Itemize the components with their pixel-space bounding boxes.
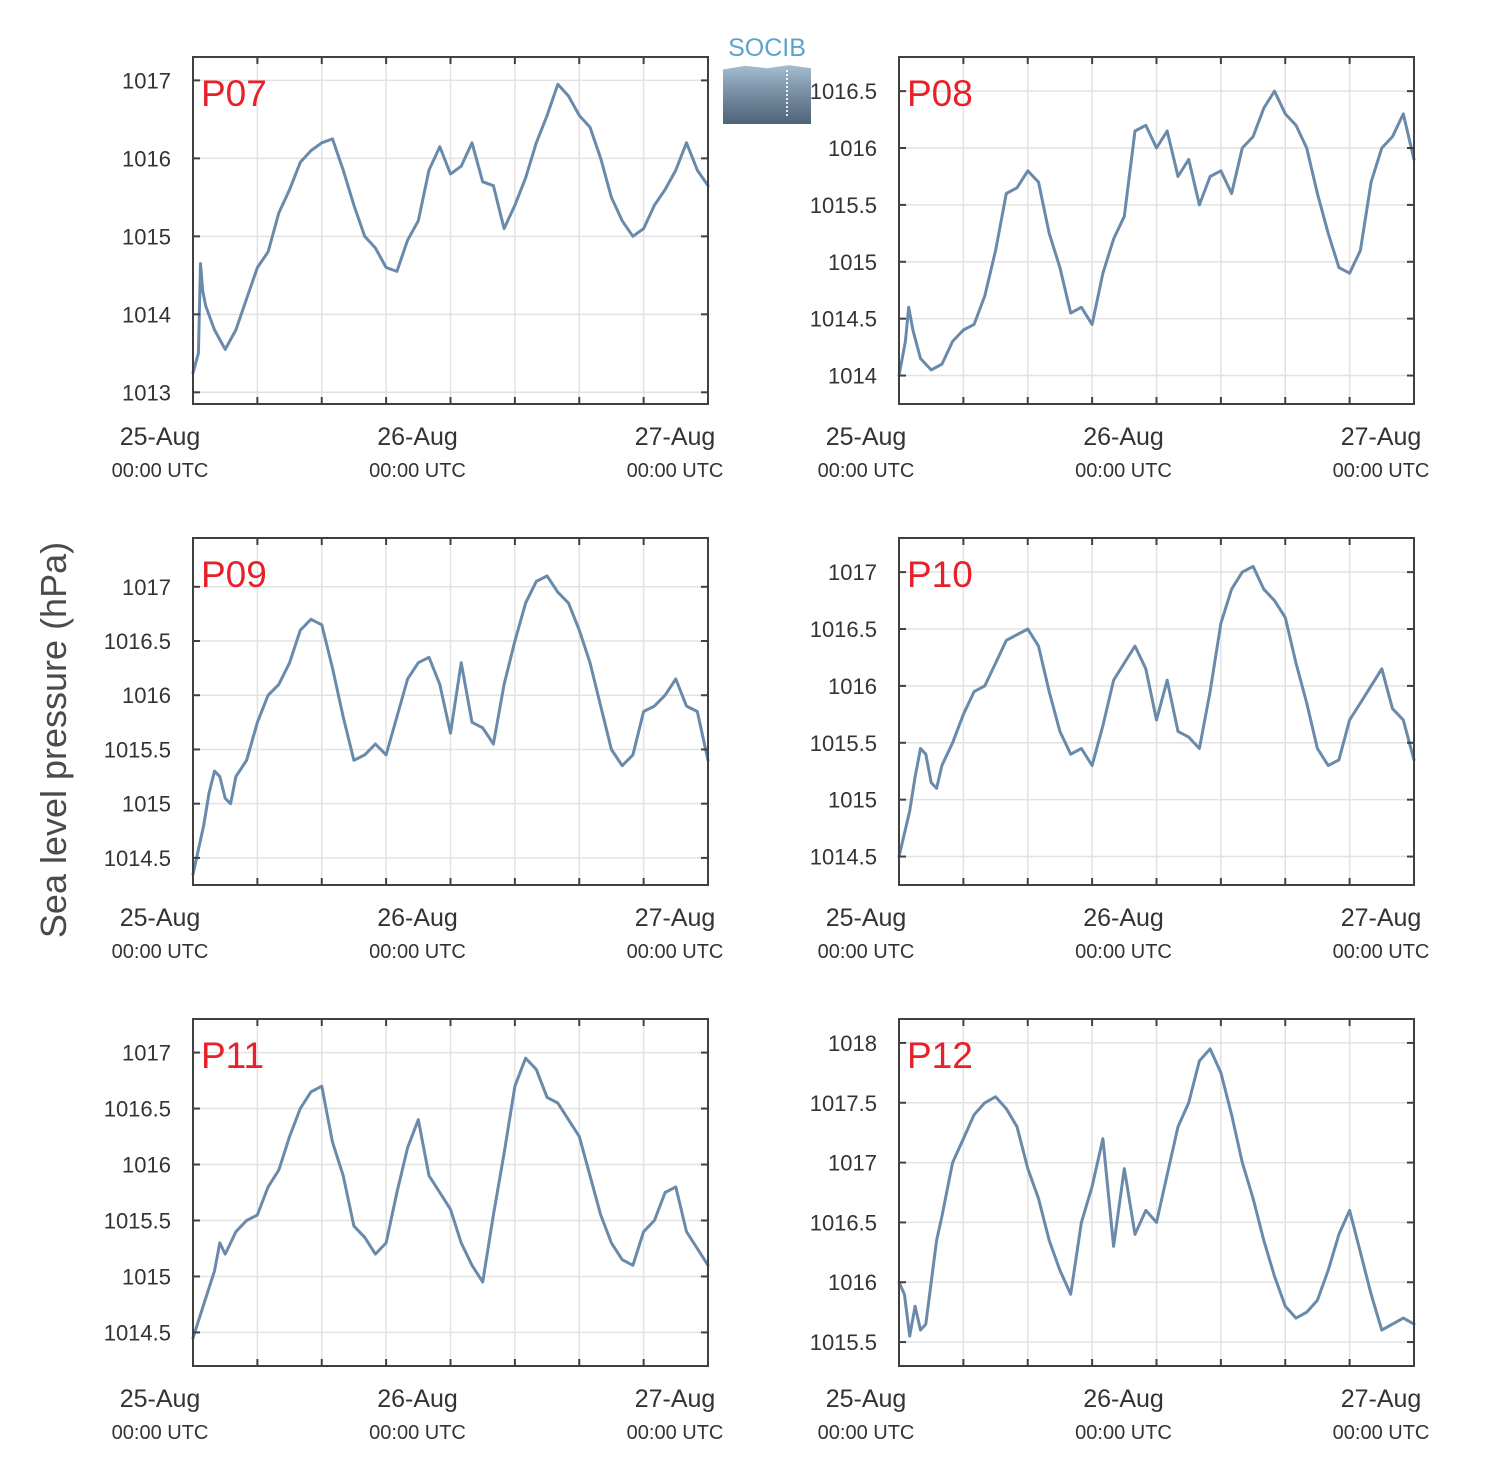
x-tick-time-label: 00:00 UTC [627, 941, 724, 963]
y-tick-label: 1016 [828, 136, 877, 161]
x-tick-date-label: 25-Aug [120, 423, 201, 451]
x-tick-date-label: 25-Aug [120, 1385, 201, 1413]
y-tick-label: 1014.5 [810, 307, 877, 332]
x-tick-date-label: 25-Aug [826, 423, 907, 451]
x-tick-date-label: 27-Aug [1341, 1385, 1422, 1413]
chart-panel-p08: 1014 1014.5 1015 1015.5 1016 1016.5 25-Aug 00:0… [810, 56, 1430, 482]
x-tick-date-label: 25-Aug [826, 1385, 907, 1413]
y-tick-label: 1015.5 [810, 193, 877, 218]
y-tick-label: 1016 [828, 1270, 877, 1295]
series-line-p07 [191, 82, 710, 375]
y-tick-label: 1017 [828, 1151, 877, 1176]
x-tick-time-label: 00:00 UTC [112, 1422, 209, 1444]
y-tick-label: 1015 [122, 1264, 171, 1289]
x-tick-date-label: 26-Aug [1083, 904, 1164, 932]
chart-panel-p12: 1015.5 1016 1016.5 1017 1017.5 1018 25-Aug 00:0… [810, 1018, 1430, 1444]
y-tick-label: 1017 [122, 575, 171, 600]
y-tick-label: 1016.5 [810, 79, 877, 104]
x-tick-time-label: 00:00 UTC [818, 941, 915, 963]
x-tick-date-label: 26-Aug [1083, 1385, 1164, 1413]
y-tick-label: 1015 [122, 792, 171, 817]
y-tick-label: 1016 [122, 683, 171, 708]
y-tick-label: 1017 [828, 560, 877, 585]
y-tick-label: 1018 [828, 1031, 877, 1056]
chart-panel-p10: 1014.5 1015 1015.5 1016 1016.5 1017 25-Aug 00:0… [810, 537, 1430, 963]
x-tick-time-label: 00:00 UTC [1075, 460, 1172, 482]
x-tick-time-label: 00:00 UTC [627, 460, 724, 482]
station-label: P09 [201, 554, 267, 595]
station-label: P08 [907, 73, 973, 114]
x-tick-date-label: 26-Aug [377, 423, 458, 451]
y-tick-label: 1014.5 [104, 846, 171, 871]
series-line-p11 [191, 1056, 710, 1340]
y-tick-label: 1016.5 [104, 629, 171, 654]
x-tick-date-label: 26-Aug [377, 904, 458, 932]
x-tick-time-label: 00:00 UTC [1075, 1422, 1172, 1444]
y-tick-label: 1015.5 [810, 731, 877, 756]
y-tick-label: 1016 [828, 674, 877, 699]
x-tick-time-label: 00:00 UTC [818, 1422, 915, 1444]
x-tick-time-label: 00:00 UTC [369, 941, 466, 963]
y-tick-label: 1015.5 [104, 1208, 171, 1233]
y-tick-label: 1014 [828, 364, 877, 389]
y-tick-label: 1016.5 [810, 1210, 877, 1235]
station-label: P10 [907, 554, 973, 595]
chart-panel-p11: 1014.5 1015 1015.5 1016 1016.5 1017 25-Aug 00:0… [104, 1018, 724, 1444]
y-tick-label: 1016 [122, 146, 171, 171]
y-tick-label: 1015 [828, 250, 877, 275]
x-tick-time-label: 00:00 UTC [1075, 941, 1172, 963]
y-tick-label: 1017.5 [810, 1091, 877, 1116]
station-label: P11 [201, 1035, 264, 1076]
y-tick-label: 1015.5 [104, 737, 171, 762]
x-tick-date-label: 27-Aug [1341, 904, 1422, 932]
station-label: P12 [907, 1035, 973, 1076]
logo-ruler-marks [786, 70, 790, 116]
x-tick-date-label: 25-Aug [120, 904, 201, 932]
x-tick-date-label: 27-Aug [635, 423, 716, 451]
x-tick-time-label: 00:00 UTC [1333, 941, 1430, 963]
y-tick-label: 1014.5 [104, 1320, 171, 1345]
logo-wave-graphic [723, 65, 811, 124]
x-tick-time-label: 00:00 UTC [112, 941, 209, 963]
y-tick-label: 1014 [122, 302, 171, 327]
series-line-p08 [897, 89, 1416, 378]
x-tick-date-label: 27-Aug [1341, 423, 1422, 451]
y-tick-label: 1017 [122, 68, 171, 93]
station-label: P07 [201, 73, 267, 114]
x-tick-time-label: 00:00 UTC [1333, 1422, 1430, 1444]
x-tick-date-label: 27-Aug [635, 1385, 716, 1413]
x-tick-date-label: 26-Aug [377, 1385, 458, 1413]
logo-text: SOCIB [728, 34, 806, 62]
y-tick-label: 1016.5 [104, 1097, 171, 1122]
chart-panel-p09: 1014.5 1015 1015.5 1016 1016.5 1017 25-Aug 00:0… [104, 537, 724, 963]
x-tick-time-label: 00:00 UTC [112, 460, 209, 482]
socib-logo: SOCIB [720, 34, 814, 126]
x-tick-time-label: 00:00 UTC [369, 1422, 466, 1444]
chart-panel-p07: 1013 1014 1015 1016 1017 25-Aug 00:00 UTC 26-Au… [112, 56, 724, 482]
y-tick-label: 1017 [122, 1041, 171, 1066]
y-tick-label: 1015.5 [810, 1330, 877, 1355]
y-axis-label: Sea level pressure (hPa) [33, 542, 74, 938]
x-tick-date-label: 27-Aug [635, 904, 716, 932]
x-tick-time-label: 00:00 UTC [1333, 460, 1430, 482]
y-tick-label: 1016 [122, 1153, 171, 1178]
x-tick-date-label: 25-Aug [826, 904, 907, 932]
y-tick-label: 1013 [122, 380, 171, 405]
x-tick-time-label: 00:00 UTC [818, 460, 915, 482]
series-line-p10 [897, 564, 1416, 859]
series-line-p09 [191, 574, 710, 876]
x-tick-date-label: 26-Aug [1083, 423, 1164, 451]
y-tick-label: 1016.5 [810, 617, 877, 642]
x-tick-time-label: 00:00 UTC [369, 460, 466, 482]
series-line-p12 [897, 1047, 1416, 1338]
y-tick-label: 1014.5 [810, 845, 877, 870]
panel-grid: 1013 1014 1015 1016 1017 25-Aug 00:00 UTC 26-Au… [104, 56, 1430, 1444]
x-tick-time-label: 00:00 UTC [627, 1422, 724, 1444]
y-tick-label: 1015 [828, 788, 877, 813]
y-tick-label: 1015 [122, 224, 171, 249]
